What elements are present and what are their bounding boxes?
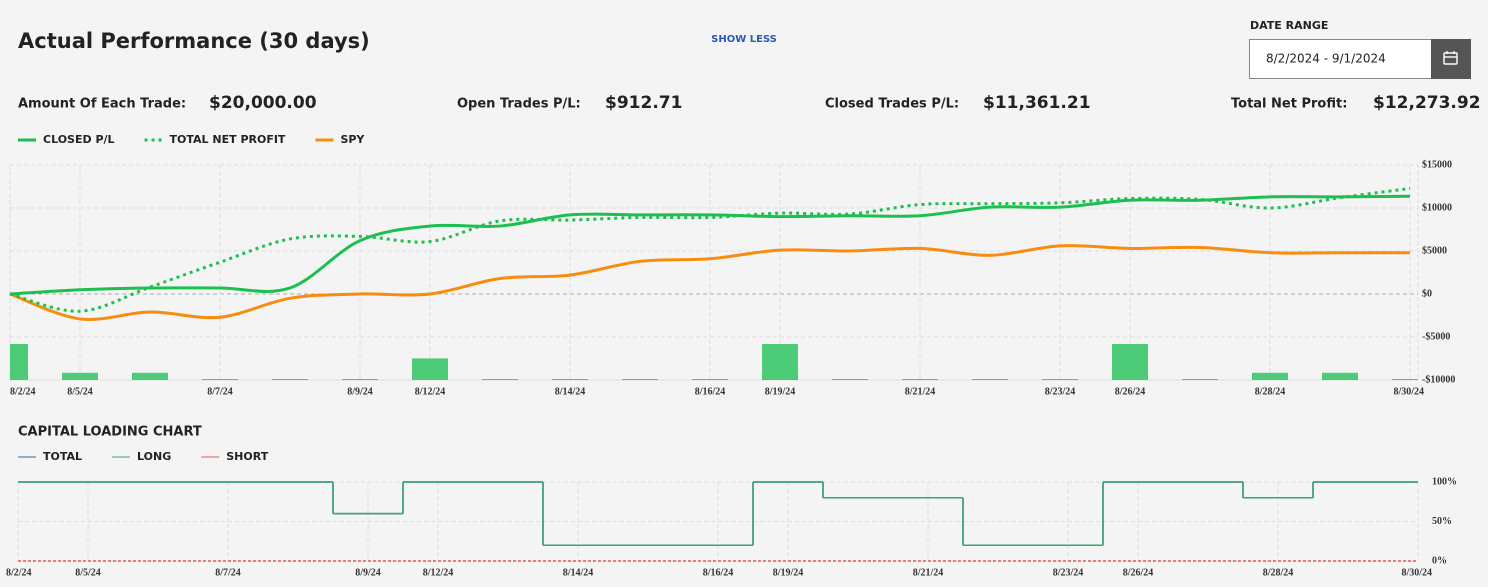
bar [1392,379,1418,380]
x-tick-label: 8/19/24 [773,567,804,578]
y-tick-label: $10000 [1422,202,1452,213]
bar [1322,372,1358,380]
bar [272,379,308,380]
x-tick-label: 8/28/24 [1255,386,1286,397]
calendar-icon [1443,51,1458,65]
x-tick-label: 8/2/24 [6,567,32,578]
bar [202,379,238,380]
bar [762,344,798,380]
date-range: 8/2/2024 - 9/1/2024 [1266,52,1386,66]
legend-label: SHORT [226,450,268,463]
bar [552,379,588,380]
bar [1042,379,1078,380]
x-tick-label: 8/30/24 [1393,386,1424,397]
title: Actual Performance (30 days) [18,29,370,53]
x-tick-label: 8/26/24 [1123,567,1154,578]
stat-value: $11,361.21 [983,93,1091,113]
bar [482,379,518,380]
x-tick-label: 8/9/24 [355,567,381,578]
stat-label: Total Net Profit: [1231,97,1347,112]
bar [342,379,378,380]
show-less[interactable]: SHOW LESS [711,34,777,45]
stat-label: Open Trades P/L: [457,97,581,112]
x-tick-label: 8/5/24 [75,567,101,578]
line [9,194,1411,296]
bar [902,379,938,380]
x-tick-label: 8/2/24 [10,386,36,397]
x-tick-label: 8/16/24 [695,386,726,397]
date-input[interactable] [1249,39,1432,79]
bar [10,344,28,380]
legend-label: CLOSED P/L [43,133,115,146]
bar [1252,372,1288,380]
stat-label: Closed Trades P/L: [825,97,959,112]
stat-value: $12,273.92 [1373,93,1481,113]
x-tick-label: 8/12/24 [423,567,454,578]
x-tick-label: 8/7/24 [215,567,241,578]
bar [132,372,168,380]
calendar-button[interactable] [1431,39,1471,79]
date-range-label: DATE RANGE [1250,19,1328,32]
bar [62,372,98,380]
bar [412,358,448,380]
x-tick-label: 8/16/24 [703,567,734,578]
y-tick-label: 50% [1432,516,1452,527]
line [9,244,1410,322]
legend-label: TOTAL [43,450,82,463]
y-tick-label: $5000 [1422,245,1447,256]
x-tick-label: 8/14/24 [555,386,586,397]
y-tick-label: -$10000 [1422,374,1455,385]
x-tick-label: 8/26/24 [1115,386,1146,397]
x-tick-label: 8/19/24 [765,386,796,397]
bar [832,379,868,380]
x-tick-label: 8/7/24 [207,386,233,397]
x-tick-label: 8/21/24 [905,386,936,397]
bar [972,379,1008,380]
stat-label: Amount Of Each Trade: [18,97,186,112]
stat-value: $20,000.00 [209,93,317,113]
x-tick-label: 8/23/24 [1053,567,1084,578]
bar [1182,379,1218,380]
stat-value: $912.71 [605,93,682,113]
bar [622,379,658,380]
bar [1112,344,1148,380]
y-tick-label: $15000 [1422,159,1452,170]
x-tick-label: 8/30/24 [1401,567,1432,578]
y-tick-label: 100% [1432,476,1457,487]
legend-label: SPY [340,133,365,146]
x-tick-label: 8/5/24 [67,386,93,397]
chart-title: CAPITAL LOADING CHART [18,425,202,440]
x-tick-label: 8/28/24 [1263,567,1294,578]
y-tick-label: 0% [1432,555,1447,566]
x-tick-label: 8/9/24 [347,386,373,397]
legend-label: TOTAL NET PROFIT [170,133,286,146]
bar [692,379,728,380]
legend-label: LONG [137,450,171,463]
y-tick-label: -$5000 [1422,331,1450,342]
y-tick-label: $0 [1422,288,1432,299]
x-tick-label: 8/12/24 [415,386,446,397]
x-tick-label: 8/23/24 [1045,386,1076,397]
x-tick-label: 8/21/24 [913,567,944,578]
x-tick-label: 8/14/24 [563,567,594,578]
